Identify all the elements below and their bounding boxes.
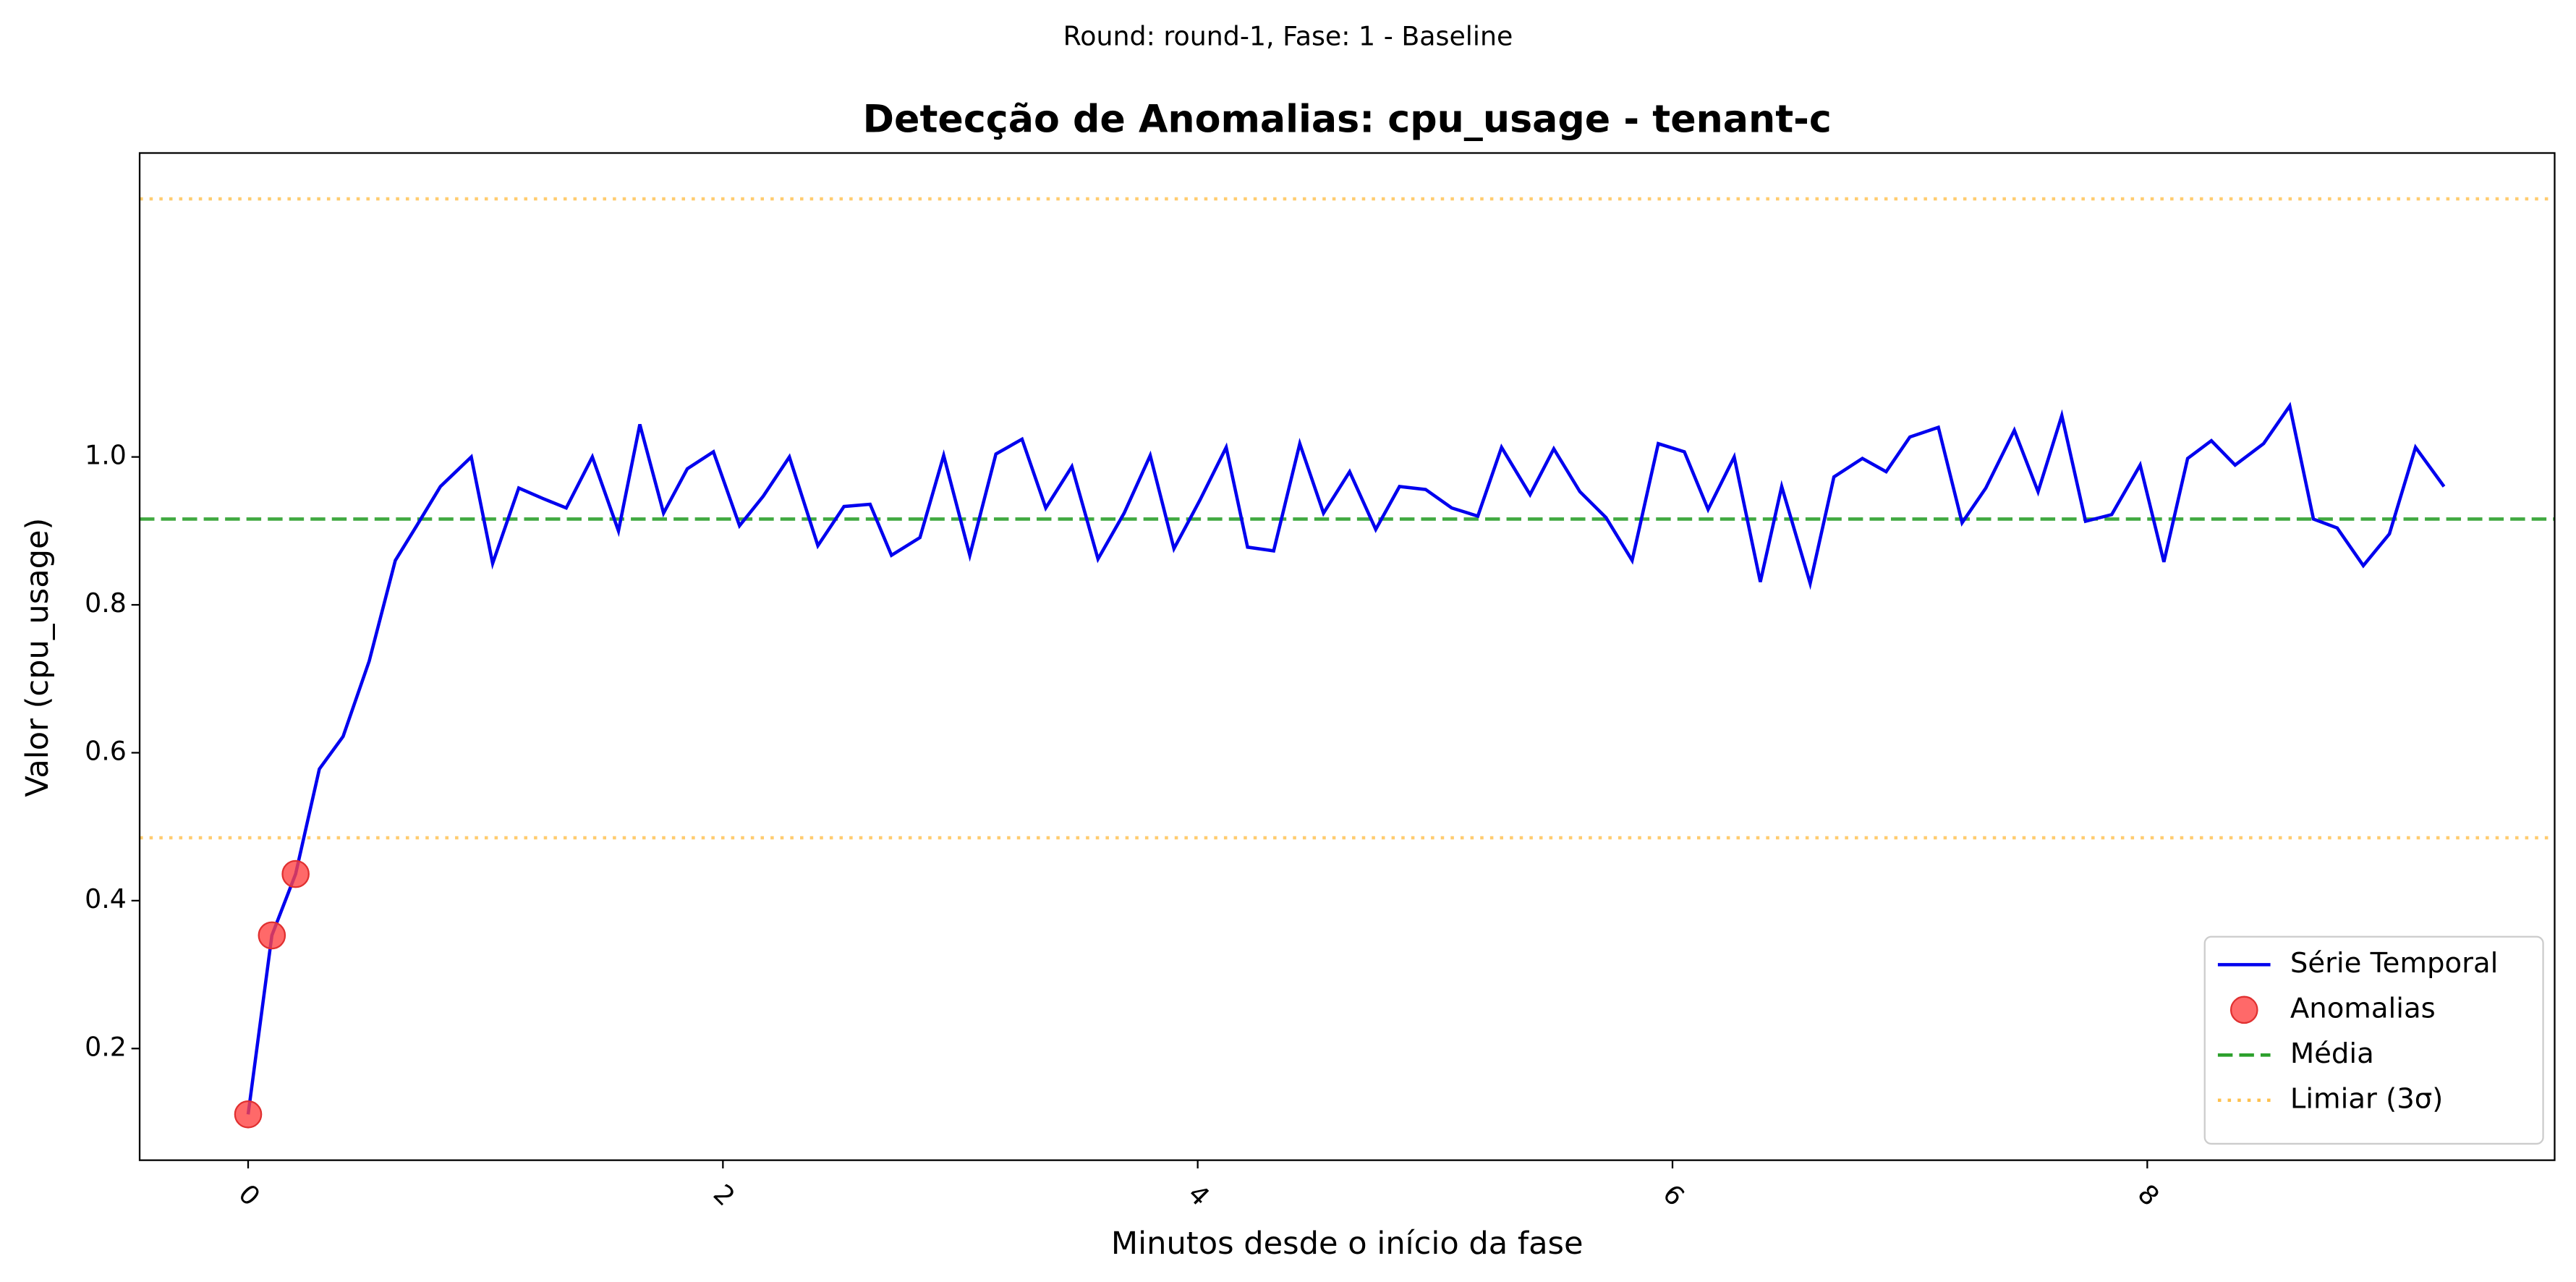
legend-label: Média [2290,1037,2374,1070]
legend-label: Limiar (3σ) [2290,1082,2443,1115]
y-tick-label: 0.6 [85,735,127,766]
anomaly-point [281,859,310,888]
y-axis-label: Valor (cpu_usage) [20,518,56,797]
chart-title: Detecção de Anomalias: cpu_usage - tenan… [863,98,1832,141]
x-tick-label: 6 [1657,1178,1691,1212]
y-tick-label: 0.4 [85,883,127,914]
legend: Série Temporal Anomalias Média Limiar (3σ) [2203,935,2544,1145]
legend-swatch [2229,996,2258,1024]
y-tick-label: 1.0 [85,440,127,471]
plot-frame [138,152,2556,1161]
anomaly-point [234,1100,263,1129]
suptitle: Round: round-1, Fase: 1 - Baseline [1063,21,1513,52]
y-tick-label: 0.2 [85,1031,127,1062]
x-axis-label: Minutos desde o início da fase [1111,1226,1584,1262]
legend-box [2203,935,2544,1145]
plot-area [140,197,2555,1129]
series-line [246,402,2446,1115]
x-tick-label: 8 [2132,1178,2166,1212]
legend-label: Anomalias [2290,992,2436,1024]
x-tick-label: 2 [707,1178,741,1212]
x-tick-label: 4 [1182,1178,1216,1212]
y-tick-label: 0.8 [85,587,127,619]
x-tick-label: 0 [232,1178,266,1212]
legend-label: Série Temporal [2290,947,2499,980]
anomaly-point [258,921,286,950]
